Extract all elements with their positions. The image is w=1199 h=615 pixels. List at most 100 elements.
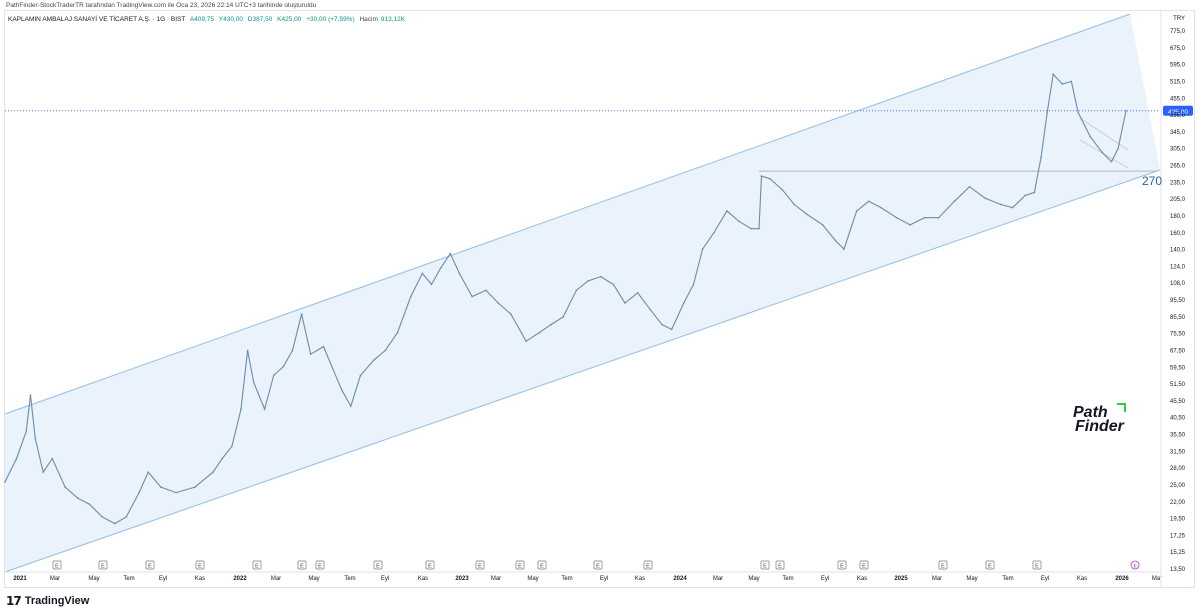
earnings-marker-label: E xyxy=(778,564,782,570)
price-point xyxy=(51,457,54,460)
x-tick-label: Kas xyxy=(418,576,428,582)
price-point xyxy=(34,437,37,440)
price-point xyxy=(221,457,223,460)
price-point xyxy=(421,272,424,275)
earnings-marker-label: E xyxy=(941,564,945,570)
price-point xyxy=(670,328,673,331)
price-point xyxy=(4,481,6,483)
earnings-marker-label: E xyxy=(255,564,259,570)
price-point xyxy=(485,289,487,292)
price-point xyxy=(125,515,128,518)
earnings-marker-icon xyxy=(1032,560,1042,570)
y-tick-label: 22,00 xyxy=(1170,500,1186,506)
y-tick-label: 345,0 xyxy=(1170,130,1186,136)
earnings-marker-icon xyxy=(373,560,383,570)
price-point xyxy=(661,323,663,326)
y-tick-label: 31,50 xyxy=(1170,449,1186,455)
symbol-legend: KAPLAMIN AMBALAJ SANAYİ VE TİCARET A.Ş. … xyxy=(8,16,408,23)
price-point xyxy=(1024,194,1027,197)
x-tick-label: Tem xyxy=(1002,576,1013,582)
price-point xyxy=(384,349,387,352)
price-point xyxy=(738,220,740,223)
x-tick-label: 2025 xyxy=(894,576,908,582)
price-point xyxy=(855,210,858,212)
y-tick-label: 40,50 xyxy=(1170,416,1186,422)
earnings-marker-icon xyxy=(195,560,205,570)
watermark-line1: Path xyxy=(1073,404,1108,421)
price-point xyxy=(868,200,870,203)
x-tick-label: Kas xyxy=(635,576,645,582)
y-tick-label: 25,00 xyxy=(1170,483,1186,489)
price-point xyxy=(758,227,760,230)
earnings-marker-icon xyxy=(297,560,307,570)
tradingview-text: TradingView xyxy=(24,595,90,607)
price-point xyxy=(1110,160,1113,163)
y-tick-label: 180,0 xyxy=(1170,214,1186,220)
earnings-marker-label: E xyxy=(988,564,992,570)
price-point xyxy=(88,503,91,505)
price-point xyxy=(612,283,615,286)
x-tick-label: Eyl xyxy=(600,576,608,582)
price-point xyxy=(160,486,162,488)
earnings-marker-icon xyxy=(515,560,525,570)
price-point xyxy=(29,394,32,396)
y-tick-label: 17,25 xyxy=(1170,533,1186,539)
y-tick-label: 35,50 xyxy=(1170,433,1186,439)
x-tick-label: May xyxy=(748,576,759,582)
x-tick-label: May xyxy=(88,576,99,582)
price-point xyxy=(821,224,824,226)
y-tick-label: 45,50 xyxy=(1170,399,1186,405)
price-point xyxy=(291,349,294,352)
currency-label[interactable]: TRY xyxy=(1173,16,1185,22)
earnings-marker-icon xyxy=(775,560,785,570)
price-point xyxy=(147,471,149,473)
y-tick-label: 15,25 xyxy=(1170,550,1186,556)
price-point xyxy=(1101,151,1104,154)
earnings-marker-label: E xyxy=(376,564,380,570)
y-tick-label: 305,0 xyxy=(1170,147,1186,153)
earnings-marker-label: E xyxy=(862,564,866,570)
tradingview-logo[interactable]: 17 TradingView xyxy=(6,594,89,608)
price-point xyxy=(246,349,249,352)
x-tick-label: Mar xyxy=(932,576,942,582)
price-point xyxy=(923,216,926,219)
channel-upper-line xyxy=(4,13,1131,415)
earnings-marker-label: E xyxy=(646,564,650,570)
price-point xyxy=(309,353,312,356)
price-point xyxy=(64,486,66,488)
earnings-marker-icon xyxy=(593,560,603,570)
wedge-upper-line xyxy=(1079,117,1129,151)
price-point xyxy=(212,471,214,473)
high-value: Y430,00 xyxy=(218,16,243,23)
earnings-marker-label: E xyxy=(596,564,600,570)
price-point xyxy=(750,227,752,230)
price-point xyxy=(769,177,771,180)
earnings-marker-label: E xyxy=(1035,564,1039,570)
price-point xyxy=(282,365,285,368)
symbol-name[interactable]: KAPLAMIN AMBALAJ SANAYİ VE TİCARET A.Ş. … xyxy=(8,16,186,23)
x-tick-label: Mar xyxy=(271,576,281,582)
price-point xyxy=(937,216,940,219)
x-tick-label: 2026 xyxy=(1115,576,1129,582)
price-point xyxy=(252,381,255,384)
price-point xyxy=(984,197,987,200)
price-point xyxy=(701,248,704,250)
price-point xyxy=(25,430,28,433)
price-point xyxy=(1077,111,1079,114)
earnings-marker-icon xyxy=(985,560,995,570)
x-tick-label: Mar xyxy=(1152,576,1162,582)
price-point xyxy=(806,213,808,216)
price-point xyxy=(1061,83,1064,85)
price-point xyxy=(175,491,177,494)
price-point xyxy=(909,224,911,226)
price-point xyxy=(760,175,763,177)
earnings-marker-icon xyxy=(145,560,155,570)
y-tick-label: 75,50 xyxy=(1170,332,1186,338)
price-point xyxy=(349,405,352,407)
tradingview-mark-icon: 17 xyxy=(6,594,22,608)
x-tick-label: May xyxy=(966,576,977,582)
earnings-marker-icon xyxy=(537,560,547,570)
price-point xyxy=(599,275,602,278)
price-point xyxy=(834,239,837,242)
